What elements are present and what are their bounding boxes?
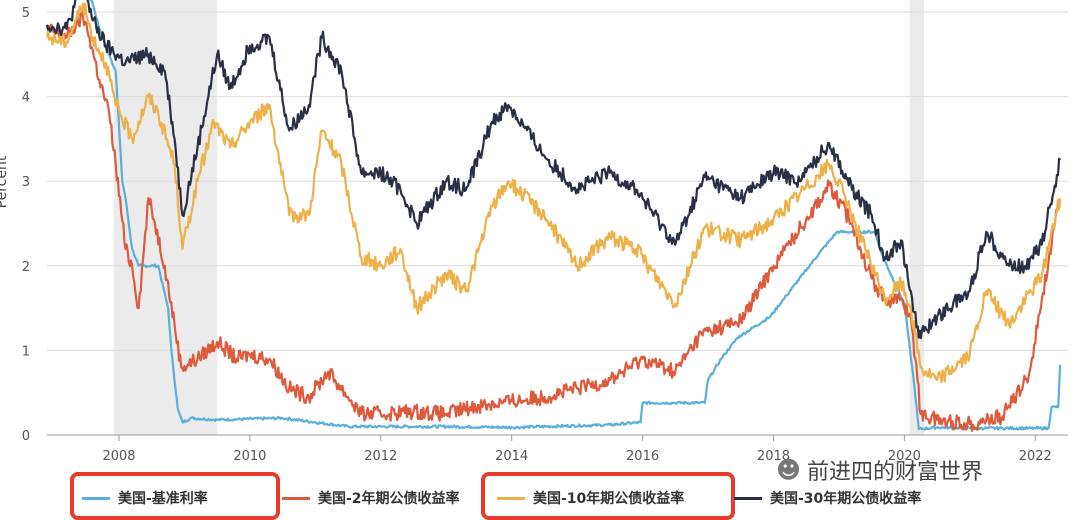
x-tick-label-2016: 2016 [626,449,659,464]
legend-swatch-0 [82,496,110,500]
watermark: ☻ 前进四的财富世界 [776,454,983,486]
legend-label-2: 美国-10年期公债收益率 [533,491,685,507]
axes: 0 1 2 3 4 5 2008 2010 2012 2014 2016 2018 2020 2022 [22,6,1068,464]
recession-bands [113,0,925,435]
recession-band-0 [113,0,218,435]
legend-swatch-1 [282,496,310,500]
legend-item-2[interactable]: 美国-10年期公债收益率 [497,487,684,509]
series-line-0 [89,0,1062,431]
x-tick-label-2008: 2008 [102,449,135,464]
wechat-icon: ☻ [776,456,802,484]
legend-label-3: 美国-30年期公债收益率 [770,491,922,507]
x-tick-label-2010: 2010 [233,449,266,464]
y-axis-label: Percent [0,155,10,208]
x-tick-label-2020: 2020 [888,449,921,464]
y-tick-label-1: 1 [22,344,30,359]
x-tick-label-2018: 2018 [757,449,790,464]
highlight-box-10y [481,472,735,520]
y-tick-label-0: 0 [22,429,30,444]
series-lines [45,0,1062,432]
y-tick-label-2: 2 [22,260,30,275]
legend-label-0: 美国-基准利率 [118,491,208,507]
watermark-text: 前进四的财富世界 [807,460,984,485]
x-tick-label-2022: 2022 [1019,449,1052,464]
series-line-2 [45,2,1062,384]
legend-swatch-2 [497,496,525,500]
y-tick-label-5: 5 [22,6,30,21]
y-tick-label-3: 3 [22,175,30,190]
legend-label-1: 美国-2年期公债收益率 [318,491,460,507]
legend-item-0[interactable]: 美国-基准利率 [82,487,208,509]
legend-item-1[interactable]: 美国-2年期公债收益率 [282,487,460,509]
y-tick-label-4: 4 [22,91,30,106]
x-tick-label-2012: 2012 [364,449,397,464]
legend-swatch-3 [734,496,762,500]
x-tick-label-2014: 2014 [495,449,528,464]
legend-item-3[interactable]: 美国-30年期公债收益率 [734,487,921,509]
series-line-1 [45,9,1062,432]
series-line-3 [45,0,1061,340]
highlight-box-fed-rate [70,472,280,520]
